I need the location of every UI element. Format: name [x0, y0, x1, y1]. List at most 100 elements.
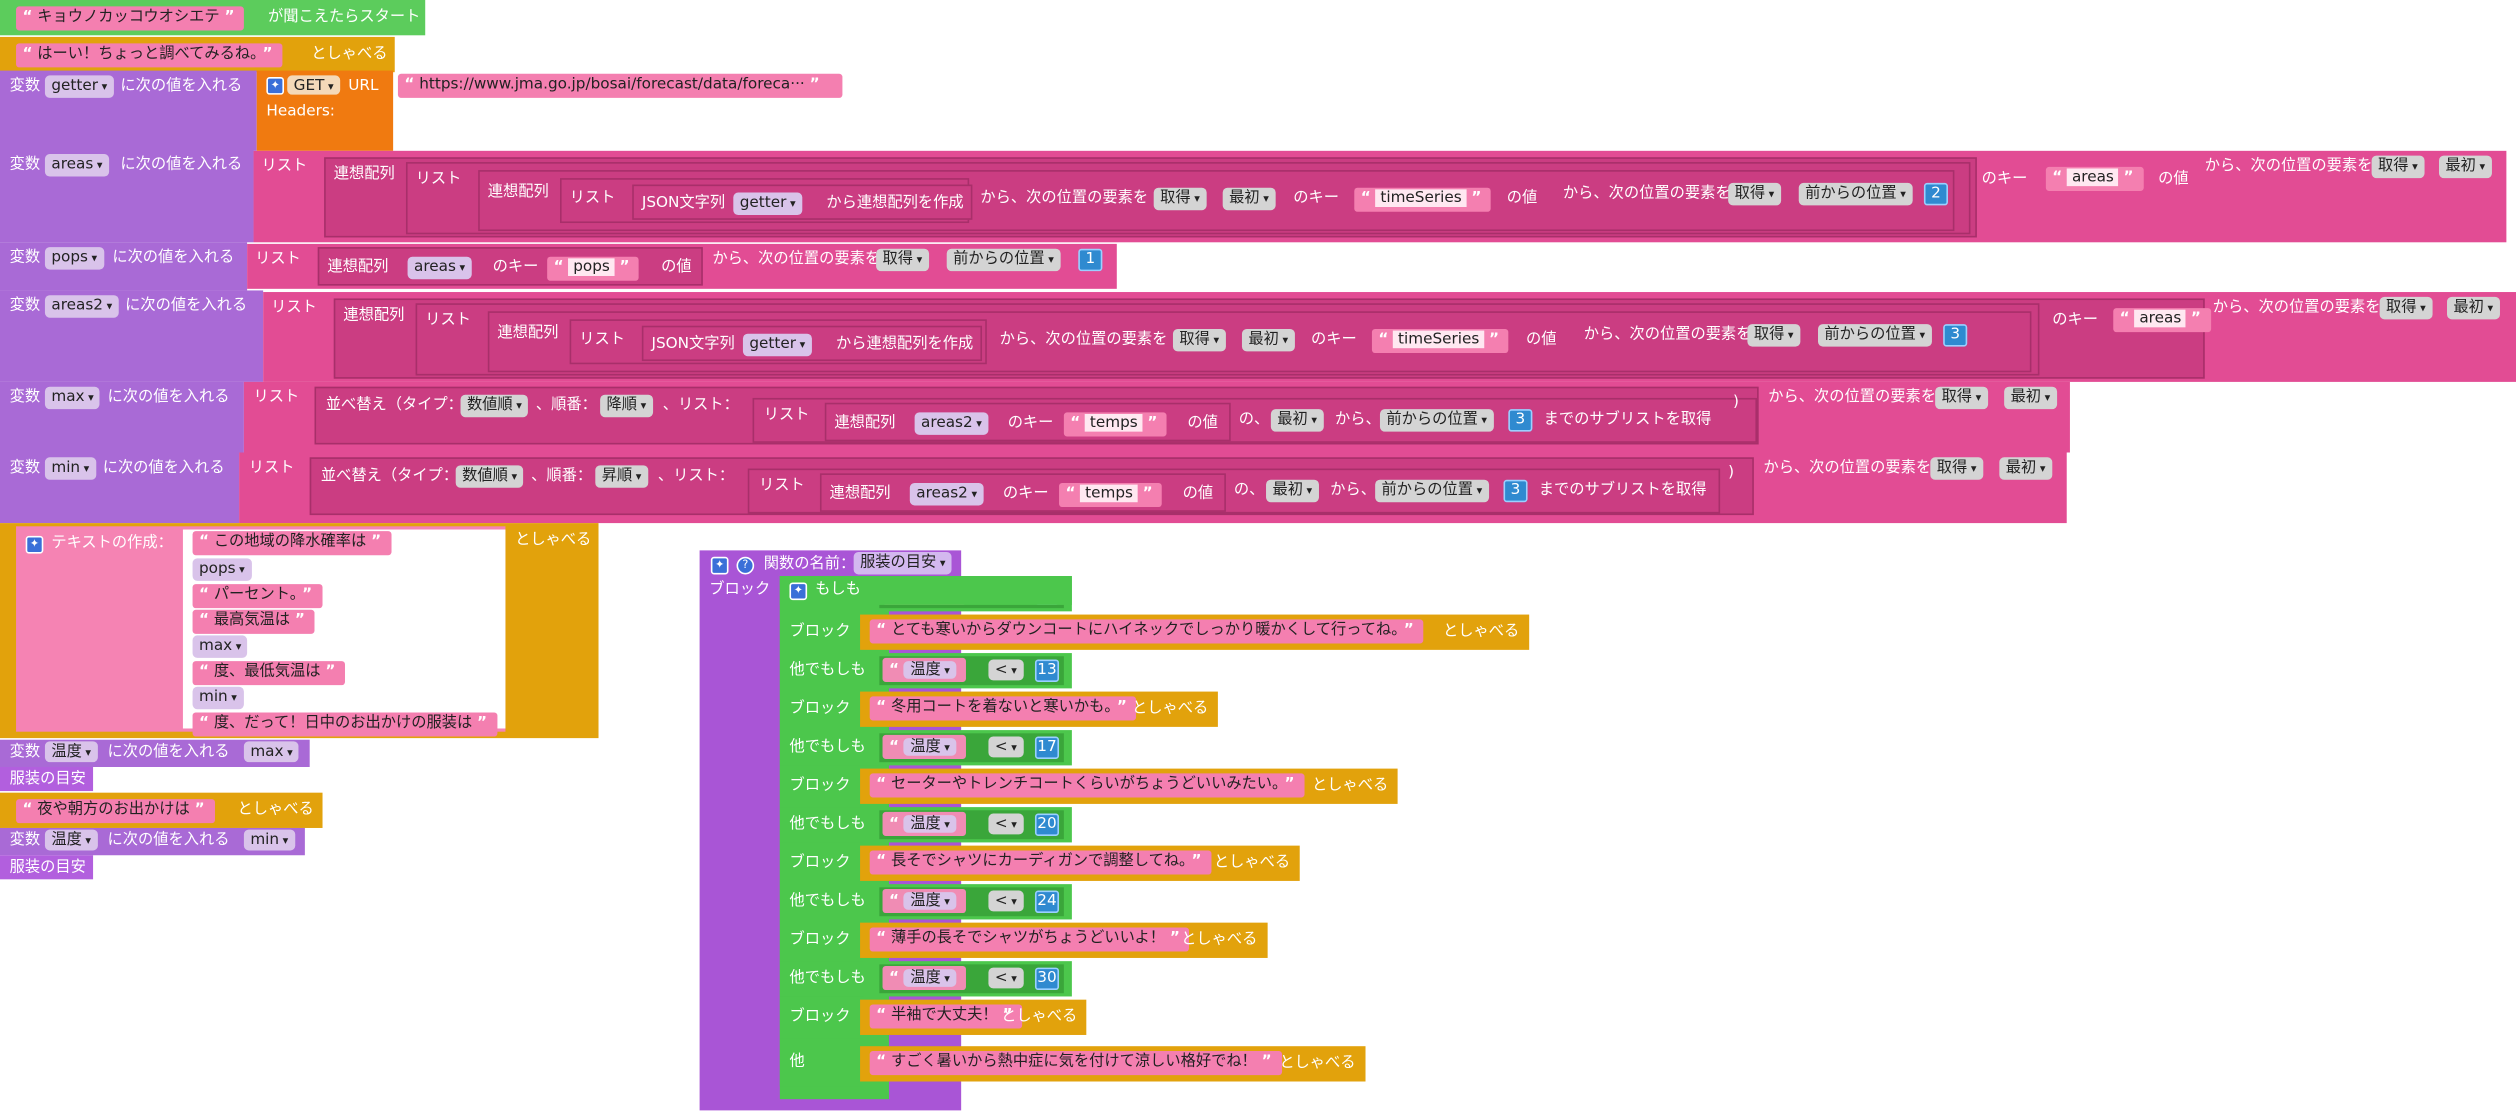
- speak-text-block[interactable]: ✦ テキストの作成： “この地域の降水確率は” pops “パーセント。” “最…: [0, 523, 599, 739]
- temp-var-dropdown[interactable]: 温度: [903, 892, 957, 910]
- areas-var-dropdown[interactable]: areas: [44, 154, 109, 177]
- method-dropdown[interactable]: GET: [287, 75, 341, 95]
- set-areas2-block[interactable]: 変数 areas2 に次の値を入れる: [0, 290, 264, 382]
- branch-message-string[interactable]: “長そでシャツにカーディガンで調整してね。”: [869, 850, 1212, 875]
- temp-var-string[interactable]: “温度: [882, 811, 966, 836]
- areas-list-3[interactable]: リスト JSON文字列 getter から連想配列を作成: [560, 178, 973, 224]
- branch-message-string[interactable]: “薄手の長そでシャツがちょうどいいよ！”: [869, 927, 1190, 952]
- pops-var-dropdown[interactable]: pops: [44, 247, 104, 270]
- first-dropdown[interactable]: 最初: [2438, 155, 2492, 179]
- text-part-3[interactable]: “パーセント。”: [192, 584, 322, 609]
- speak-branch-block[interactable]: “半袖で大丈夫！” としゃべる: [860, 999, 1087, 1035]
- gear-icon[interactable]: ✦: [789, 582, 808, 601]
- getter-var-dropdown[interactable]: getter: [44, 75, 114, 98]
- set-max-block[interactable]: 変数 max に次の値を入れる: [0, 381, 244, 453]
- areas2-list-2[interactable]: リスト 連想配列 リスト JSON文字列 getter から連想配列を作成 から…: [415, 303, 2040, 376]
- pops-list-block[interactable]: リスト 連想配列 areas のキー “pops” の値 から、次の位置の要素を…: [247, 243, 1117, 289]
- json-to-dict-2[interactable]: JSON文字列 getter から連想配列を作成: [641, 325, 983, 362]
- areas2-dict-1[interactable]: 連想配列 リスト 連想配列 リスト JSON文字列 getter から連想配列を…: [333, 298, 2211, 379]
- max-value-dropdown[interactable]: max: [243, 741, 300, 763]
- index-number[interactable]: 2: [1923, 182, 1948, 206]
- branch-message-string[interactable]: “冬用コートを着ないと寒いかも。”: [869, 696, 1137, 721]
- temp-var-dropdown[interactable]: 温度: [903, 738, 957, 756]
- get-dropdown[interactable]: 取得: [1747, 324, 1800, 347]
- get-dropdown[interactable]: 取得: [2379, 296, 2433, 320]
- sublist-block[interactable]: リスト 連想配列 areas2 のキー “temps” の値 の、 最初 から、…: [747, 468, 1721, 514]
- speak-night-block[interactable]: “夜や朝方のお出かけは” としゃべる: [0, 792, 323, 828]
- temp-var-dropdown[interactable]: 温度: [903, 815, 957, 833]
- json-to-dict-1[interactable]: JSON文字列 getter から連想配列を作成: [632, 184, 973, 220]
- areas2-list-block[interactable]: リスト 連想配列 リスト 連想配列 リスト JSON文字列 getter から連…: [263, 292, 2516, 382]
- sort-type-dropdown[interactable]: 数値順: [460, 394, 529, 418]
- index-number[interactable]: 3: [1508, 409, 1533, 432]
- condition-row[interactable]: 他でもしも “温度 <20: [779, 807, 1072, 843]
- condition-row[interactable]: 他でもしも “温度 <30: [779, 961, 1072, 997]
- index-number[interactable]: 1: [1078, 248, 1103, 272]
- json-getter-dropdown[interactable]: getter: [742, 333, 812, 357]
- areas-list-block[interactable]: リスト 連想配列 リスト 連想配列 リスト JSON文字列 getter から連…: [253, 150, 2507, 243]
- first-dropdown[interactable]: 最初: [1270, 409, 1324, 432]
- speak-branch-block[interactable]: “セーターやトレンチコートくらいがちょうどいいみたい。” としゃべる: [860, 768, 1398, 804]
- areas2-key-string[interactable]: “areas”: [2113, 308, 2211, 333]
- temp-var-dropdown[interactable]: 温度: [903, 661, 957, 679]
- get-dropdown[interactable]: 取得: [876, 248, 929, 272]
- temps-string[interactable]: “temps”: [1059, 482, 1163, 508]
- sort-order-dropdown[interactable]: 降順: [600, 394, 653, 418]
- from-front-dropdown[interactable]: 前からの位置: [1375, 479, 1489, 503]
- min-value-dropdown[interactable]: min: [243, 829, 295, 851]
- get-dropdown[interactable]: 取得: [2371, 155, 2425, 179]
- index-number[interactable]: 3: [1503, 479, 1528, 503]
- branch-message-string[interactable]: “とても寒いからダウンコートにハイネックでしっかり暖かくして行ってね。”: [869, 619, 1424, 644]
- speak-block-1[interactable]: “はーい！ちょっと調べてみるね。” としゃべる: [0, 36, 395, 73]
- first-dropdown[interactable]: 最初: [1999, 457, 2052, 480]
- compare-block[interactable]: “温度 <20: [879, 810, 1064, 840]
- sort-order-dropdown[interactable]: 昇順: [595, 465, 648, 488]
- max-var-dropdown[interactable]: max: [44, 386, 101, 410]
- help-icon[interactable]: ?: [736, 556, 755, 575]
- text-part-5[interactable]: max: [192, 635, 248, 658]
- lt-operator-dropdown[interactable]: <: [988, 659, 1024, 681]
- sort-asc-block[interactable]: 並べ替え（タイプ： 数値順 、順番： 昇順 、リスト： リスト 連想配列 are…: [309, 457, 1754, 516]
- first-dropdown[interactable]: 最初: [1241, 328, 1295, 352]
- json-getter-dropdown[interactable]: getter: [733, 192, 803, 216]
- temp-var-string[interactable]: “温度: [882, 965, 966, 991]
- condition-row[interactable]: 他でもしも “温度 <24: [779, 884, 1072, 920]
- pops-src-dropdown[interactable]: areas: [407, 256, 472, 280]
- areas-list-2[interactable]: リスト 連想配列 リスト JSON文字列 getter から連想配列を作成 から…: [405, 162, 1971, 235]
- sublist-block[interactable]: リスト 連想配列 areas2 のキー “temps” の値 の、 最初 から、…: [752, 397, 1758, 443]
- condition-row[interactable]: 他でもしも “温度 <17: [779, 730, 1072, 766]
- max-list-block[interactable]: リスト 並べ替え（タイプ： 数値順 、順番： 降順 、リスト： リスト 連想配列…: [243, 381, 2070, 453]
- text-part-2[interactable]: pops: [192, 558, 252, 581]
- set-getter-block[interactable]: 変数 getter に次の値を入れる: [0, 70, 257, 151]
- gear-icon[interactable]: ✦: [266, 77, 285, 95]
- areas2-var-dropdown[interactable]: areas2: [44, 295, 119, 318]
- threshold-number[interactable]: 20: [1034, 813, 1060, 836]
- url-string[interactable]: “https://www.jma.go.jp/bosai/forecast/da…: [397, 73, 843, 98]
- compare-block[interactable]: “温度 <13: [879, 656, 1064, 686]
- text-part-1[interactable]: “この地域の降水確率は”: [192, 531, 391, 556]
- get-dropdown[interactable]: 取得: [1172, 328, 1226, 352]
- temp-var-dropdown[interactable]: 温度: [44, 829, 98, 851]
- if-header[interactable]: ✦ もしも: [779, 576, 1072, 605]
- temps-string[interactable]: “temps”: [1063, 412, 1168, 437]
- set-min-block[interactable]: 変数 min に次の値を入れる: [0, 452, 240, 524]
- threshold-number[interactable]: 13: [1034, 659, 1060, 682]
- threshold-number[interactable]: 24: [1034, 890, 1060, 914]
- gear-icon[interactable]: ✦: [25, 535, 44, 554]
- speak1-string[interactable]: “はーい！ちょっと調べてみるね。”: [16, 43, 283, 68]
- pops-key-string[interactable]: “pops”: [547, 256, 640, 281]
- trigger-phrase-string[interactable]: “キョウノカッコウオシエテ”: [16, 6, 245, 31]
- text-part-4[interactable]: “最高気温は”: [192, 609, 315, 634]
- timeseries-string[interactable]: “timeSeries”: [1354, 187, 1491, 212]
- areas-dict-1[interactable]: 連想配列 リスト 連想配列 リスト JSON文字列 getter から連想配列を…: [324, 157, 2189, 238]
- http-get-block[interactable]: ✦ GET URL Headers:: [256, 70, 394, 151]
- areas-dict-2[interactable]: 連想配列 リスト JSON文字列 getter から連想配列を作成 から、次の位…: [478, 170, 1955, 232]
- areas2-list-3[interactable]: リスト JSON文字列 getter から連想配列を作成: [569, 319, 987, 365]
- speak-branch-block[interactable]: “とても寒いからダウンコートにハイネックでしっかり暖かくして行ってね。” としゃべ…: [860, 614, 1529, 650]
- temp-var-dropdown[interactable]: 温度: [44, 741, 98, 763]
- first-dropdown[interactable]: 最初: [2447, 296, 2500, 320]
- get-dropdown[interactable]: 取得: [1153, 187, 1207, 211]
- night-string[interactable]: “夜や朝方のお出かけは”: [16, 799, 215, 824]
- from-front-dropdown[interactable]: 前からの位置: [1379, 409, 1494, 432]
- speak-branch-block[interactable]: “冬用コートを着ないと寒いかも。” としゃべる: [860, 691, 1218, 727]
